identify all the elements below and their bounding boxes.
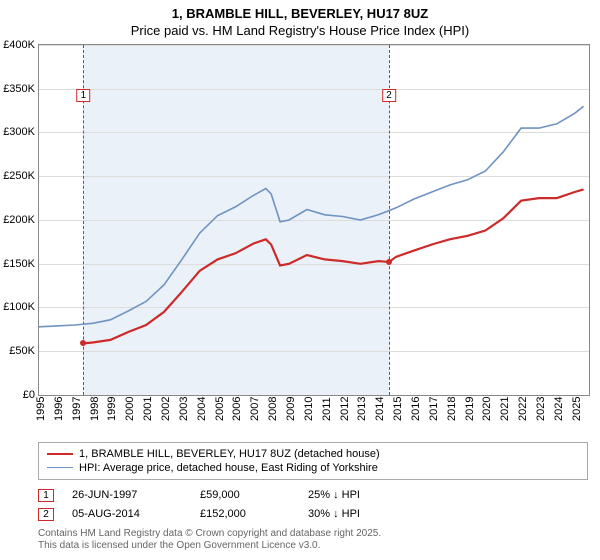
y-axis-tick-label: £50K bbox=[9, 345, 35, 357]
footer-line1: Contains HM Land Registry data © Crown c… bbox=[38, 528, 588, 540]
sale-row: 2 05-AUG-2014 £152,000 30% ↓ HPI bbox=[38, 505, 588, 524]
sale-marker-label: 1 bbox=[77, 89, 91, 102]
x-axis-tick-label: 2015 bbox=[392, 396, 404, 420]
x-axis-tick-label: 2019 bbox=[464, 396, 476, 420]
sale-marker-dot bbox=[80, 340, 86, 346]
legend-label: 1, BRAMBLE HILL, BEVERLEY, HU17 8UZ (det… bbox=[79, 448, 380, 460]
footer-line2: This data is licensed under the Open Gov… bbox=[38, 540, 588, 552]
legend: 1, BRAMBLE HILL, BEVERLEY, HU17 8UZ (det… bbox=[38, 442, 588, 480]
x-axis-tick-label: 1996 bbox=[53, 396, 65, 420]
sale-price: £152,000 bbox=[200, 508, 290, 520]
x-axis-tick-label: 2001 bbox=[142, 396, 154, 420]
series-hpi bbox=[39, 106, 584, 326]
x-axis-tick-label: 2016 bbox=[410, 396, 422, 420]
title-line2: Price paid vs. HM Land Registry's House … bbox=[0, 23, 600, 40]
y-axis-tick-label: £300K bbox=[3, 126, 35, 138]
x-axis-tick-label: 2017 bbox=[428, 396, 440, 420]
sale-marker-label: 2 bbox=[382, 89, 396, 102]
x-axis-tick-label: 2012 bbox=[339, 396, 351, 420]
x-axis-tick-label: 2008 bbox=[267, 396, 279, 420]
legend-item-price-paid: 1, BRAMBLE HILL, BEVERLEY, HU17 8UZ (det… bbox=[47, 447, 579, 461]
x-axis-tick-label: 1998 bbox=[89, 396, 101, 420]
legend-swatch bbox=[47, 467, 73, 468]
x-axis-tick-label: 2009 bbox=[285, 396, 297, 420]
x-axis-tick-label: 1997 bbox=[71, 396, 83, 420]
x-axis-tick-label: 2000 bbox=[124, 396, 136, 420]
y-axis-tick-label: £250K bbox=[3, 170, 35, 182]
sale-vs-hpi: 25% ↓ HPI bbox=[308, 489, 360, 501]
plot-area: £0£50K£100K£150K£200K£250K£300K£350K£400… bbox=[38, 44, 590, 396]
legend-label: HPI: Average price, detached house, East… bbox=[79, 462, 378, 474]
y-axis-tick-label: £400K bbox=[3, 39, 35, 51]
x-axis-tick-label: 2023 bbox=[535, 396, 547, 420]
x-axis-tick-label: 2021 bbox=[499, 396, 511, 420]
sale-marker-dot bbox=[386, 259, 392, 265]
sale-index: 1 bbox=[38, 489, 54, 502]
series-price_paid bbox=[84, 189, 584, 343]
series-lines bbox=[39, 45, 589, 395]
y-axis-tick-label: £150K bbox=[3, 258, 35, 270]
legend-item-hpi: HPI: Average price, detached house, East… bbox=[47, 461, 579, 475]
sale-vs-hpi: 30% ↓ HPI bbox=[308, 508, 360, 520]
sale-row: 1 26-JUN-1997 £59,000 25% ↓ HPI bbox=[38, 486, 588, 505]
x-axis-tick-label: 2020 bbox=[481, 396, 493, 420]
x-axis-tick-label: 2010 bbox=[303, 396, 315, 420]
x-axis-tick-label: 1999 bbox=[106, 396, 118, 420]
sale-price: £59,000 bbox=[200, 489, 290, 501]
x-axis-tick-label: 2011 bbox=[321, 397, 333, 421]
sale-date: 26-JUN-1997 bbox=[72, 489, 182, 501]
x-axis-tick-label: 2007 bbox=[249, 396, 261, 420]
x-axis-tick-label: 2022 bbox=[517, 396, 529, 420]
sale-index: 2 bbox=[38, 508, 54, 521]
x-axis-tick-label: 2018 bbox=[446, 396, 458, 420]
chart-title: 1, BRAMBLE HILL, BEVERLEY, HU17 8UZ Pric… bbox=[0, 0, 600, 44]
y-axis-tick-label: £350K bbox=[3, 83, 35, 95]
x-axis-tick-label: 2006 bbox=[231, 396, 243, 420]
x-axis-tick-label: 2025 bbox=[571, 396, 583, 420]
sales-table: 1 26-JUN-1997 £59,000 25% ↓ HPI 2 05-AUG… bbox=[38, 486, 588, 524]
x-axis-tick-label: 2005 bbox=[214, 396, 226, 420]
x-axis-tick-label: 1995 bbox=[35, 396, 47, 420]
y-axis-tick-label: £0 bbox=[23, 389, 35, 401]
sale-date: 05-AUG-2014 bbox=[72, 508, 182, 520]
chart-container: 1, BRAMBLE HILL, BEVERLEY, HU17 8UZ Pric… bbox=[0, 0, 600, 552]
x-axis-tick-label: 2002 bbox=[160, 396, 172, 420]
footer-attribution: Contains HM Land Registry data © Crown c… bbox=[38, 528, 588, 552]
x-axis-tick-label: 2024 bbox=[553, 396, 565, 420]
x-axis-tick-label: 2003 bbox=[178, 396, 190, 420]
title-line1: 1, BRAMBLE HILL, BEVERLEY, HU17 8UZ bbox=[0, 6, 600, 23]
x-axis-tick-label: 2004 bbox=[196, 396, 208, 420]
legend-swatch bbox=[47, 453, 73, 455]
y-axis-tick-label: £200K bbox=[3, 214, 35, 226]
x-axis-tick-label: 2013 bbox=[356, 396, 368, 420]
y-axis-tick-label: £100K bbox=[3, 301, 35, 313]
x-axis-tick-label: 2014 bbox=[374, 396, 386, 420]
